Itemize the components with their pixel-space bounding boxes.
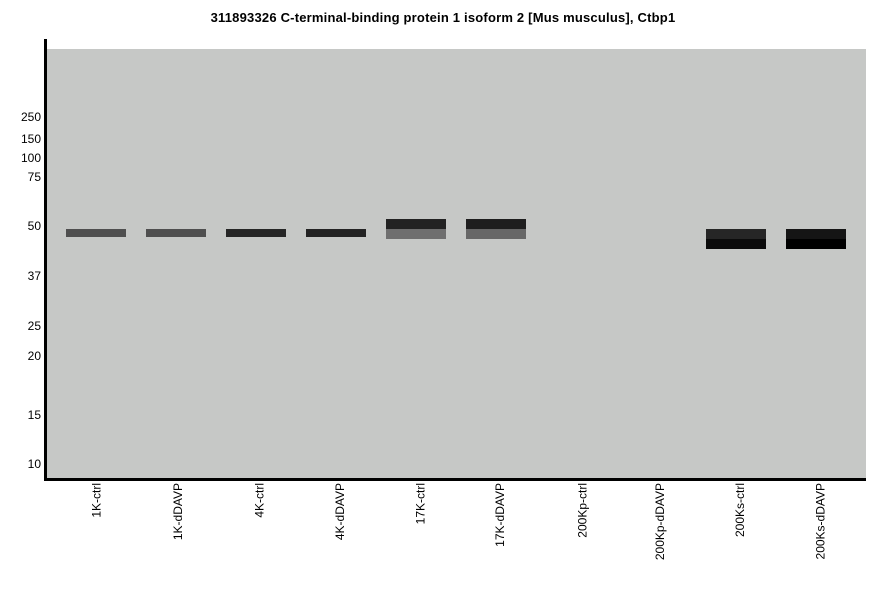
band-segment [706,229,766,239]
y-tick-label: 10 [27,457,41,471]
lane-label: 1K-ctrl [90,483,104,518]
band-segment [706,239,766,249]
lane-label: 200Kp-ctrl [576,483,590,538]
lane-label: 1K-dDAVP [171,483,185,541]
band-segment [146,229,206,237]
y-tick-label: 75 [27,170,41,184]
y-tick-label: 100 [20,151,41,165]
y-tick-label: 15 [27,408,41,422]
y-tick-label: 25 [27,319,41,333]
y-tick-label: 50 [27,219,41,233]
band-segment [386,219,446,229]
figure-title: 311893326 C-terminal-binding protein 1 i… [210,10,676,25]
lane-label: 17K-dDAVP [493,483,507,547]
band-segment [226,229,286,237]
band-segment [386,229,446,239]
gel-plot-area [47,49,866,478]
lane-label: 17K-ctrl [413,483,427,525]
lane-label: 200Kp-dDAVP [653,483,667,561]
y-axis-line [44,39,47,481]
band-segment [786,239,846,249]
band-segment [466,229,526,239]
band-segment [306,229,366,237]
lane-label: 200Ks-ctrl [733,483,747,538]
lane-label: 200Ks-dDAVP [813,483,827,560]
y-tick-label: 150 [20,132,41,146]
lane-label: 4K-dDAVP [333,483,347,541]
band-segment [466,219,526,229]
y-tick-label: 37 [27,269,41,283]
x-axis-line [44,478,866,481]
lane-label: 4K-ctrl [253,483,267,518]
y-tick-label: 20 [27,349,41,363]
band-segment [66,229,126,237]
band-segment [786,229,846,239]
y-tick-label: 250 [20,110,41,124]
